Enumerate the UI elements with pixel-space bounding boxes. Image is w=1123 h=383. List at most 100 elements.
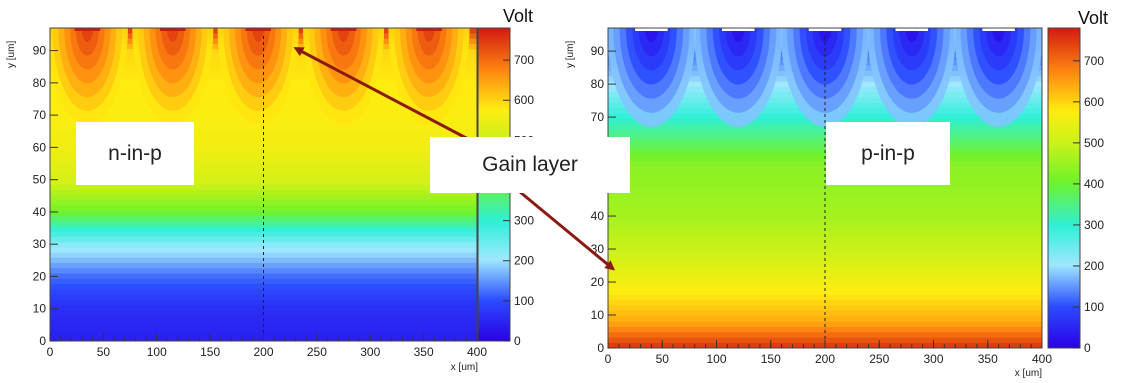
- heatmap-band: [608, 331, 1042, 338]
- x-tick-label: 350: [978, 352, 998, 366]
- y-tick-label: 60: [33, 140, 47, 154]
- colorbar-tick-label: 0: [1084, 341, 1091, 355]
- gain-layer-arrow-right: [519, 190, 616, 271]
- gain-layer-lobe: [905, 28, 919, 43]
- heatmap-band: [50, 314, 477, 321]
- y-tick-label: 90: [591, 44, 605, 58]
- heatmap-band: [608, 294, 1042, 301]
- y-tick-label: 20: [591, 275, 605, 289]
- x-tick-label: 50: [97, 345, 111, 359]
- heatmap-band: [608, 246, 1042, 253]
- heatmap-band: [608, 139, 1042, 146]
- colorbar-tick-label: 700: [1084, 54, 1104, 68]
- heatmap-band: [608, 326, 1042, 333]
- heatmap-band: [50, 319, 477, 326]
- y-tick-label: 70: [591, 110, 605, 124]
- heatmap-band: [50, 168, 477, 175]
- heatmap-band: [50, 126, 477, 133]
- heatmap-band: [608, 150, 1042, 157]
- electrode: [982, 28, 1015, 31]
- colorbar-tick-label: 500: [1084, 136, 1104, 150]
- electrode: [635, 28, 668, 31]
- x-tick-label: 300: [923, 352, 943, 366]
- x-ticks-p-in-p: 0 50 100 150 200 250 300 350 400: [605, 340, 1052, 366]
- colorbar-tick-label: 700: [514, 53, 534, 67]
- heatmap-band: [50, 121, 477, 128]
- x-tick-label: 300: [360, 345, 380, 359]
- x-tick-label: 0: [605, 352, 612, 366]
- heatmap-band: [608, 235, 1042, 242]
- gain-layer-p-in-p: [608, 28, 1042, 127]
- x-axis-label-p-in-p: x [um]: [1015, 368, 1042, 379]
- gain-layer-lobe: [731, 28, 745, 43]
- x-tick-label: 250: [869, 352, 889, 366]
- y-tick-label: 50: [33, 173, 47, 187]
- x-tick-label: 350: [414, 345, 434, 359]
- colorbar-tick-label: 600: [1084, 95, 1104, 109]
- y-axis-label-n-in-p: y [um]: [6, 41, 17, 68]
- heatmap-band: [50, 288, 477, 295]
- heatmap-band: [608, 230, 1042, 237]
- x-tick-label: 100: [706, 352, 726, 366]
- gain-layer-lobe: [645, 28, 658, 43]
- heatmap-band: [50, 194, 477, 201]
- colorbar-title-p-in-p: Volt: [1078, 8, 1108, 28]
- gain-layer-n-in-p: [50, 28, 470, 125]
- electrode: [416, 28, 442, 31]
- colorbar-tick-label: 300: [1084, 218, 1104, 232]
- heatmap-band: [608, 193, 1042, 199]
- heatmap-band: [608, 134, 1042, 141]
- y-tick-label: 80: [33, 76, 47, 90]
- heatmap-band: [608, 241, 1042, 247]
- electrode: [721, 28, 755, 31]
- colorbar-ticks-p-in-p: 0 100 200 300 400 500 600 700: [1073, 54, 1104, 355]
- gain-layer-lobe: [166, 28, 179, 42]
- heatmap-band: [608, 198, 1042, 205]
- colorbar-tick-label: 400: [1084, 177, 1104, 191]
- y-tick-label: 40: [591, 209, 605, 223]
- electrode: [808, 28, 842, 31]
- gain-layer-arrow-left: [293, 47, 471, 142]
- x-axis-label-n-in-p: x [um]: [451, 362, 478, 373]
- heatmap-band: [50, 236, 477, 243]
- heatmap-band: [50, 272, 477, 279]
- x-tick-label: 150: [761, 352, 781, 366]
- electrode: [74, 28, 101, 31]
- heatmap-band: [608, 289, 1042, 295]
- x-tick-label: 150: [200, 345, 220, 359]
- electrode: [245, 28, 271, 31]
- colorbar-tick-label: 0: [514, 334, 521, 348]
- x-tick-label: 100: [147, 345, 167, 359]
- x-tick-label: 0: [47, 345, 54, 359]
- colorbar-tick-label: 300: [514, 214, 534, 228]
- y-axis-label-p-in-p: y [um]: [565, 41, 576, 68]
- heatmap-band: [50, 325, 477, 331]
- heatmap-band: [50, 283, 477, 290]
- y-ticks-n-in-p: 0 10 20 30 40 50 60 70 80 90: [33, 44, 58, 348]
- colorbar-tick-label: 100: [1084, 300, 1104, 314]
- y-tick-label: 70: [33, 108, 47, 122]
- x-tick-label: 250: [307, 345, 327, 359]
- gain-layer-lobe: [423, 28, 435, 42]
- y-tick-label: 20: [33, 269, 47, 283]
- colorbar-title-n-in-p: Volt: [503, 6, 533, 26]
- electrode: [330, 28, 357, 31]
- electrode: [159, 28, 186, 31]
- heatmap-band: [50, 152, 477, 159]
- label-gain-layer: Gain layer: [430, 137, 630, 193]
- x-tick-label: 200: [253, 345, 273, 359]
- x-tick-label: 200: [815, 352, 835, 366]
- heatmap-band: [50, 210, 477, 217]
- heatmap-band: [50, 278, 477, 284]
- colorbar-tick-label: 600: [514, 93, 534, 107]
- heatmap-band: [50, 241, 477, 248]
- y-tick-label: 10: [33, 302, 47, 316]
- y-tick-label: 10: [591, 308, 605, 322]
- colorbar-p-in-p: [1047, 27, 1081, 349]
- label-n-in-p: n-in-p: [76, 122, 194, 185]
- y-tick-label: 0: [39, 334, 46, 348]
- y-tick-label: 40: [33, 205, 47, 219]
- electrode: [895, 28, 929, 31]
- y-tick-label: 80: [591, 77, 605, 91]
